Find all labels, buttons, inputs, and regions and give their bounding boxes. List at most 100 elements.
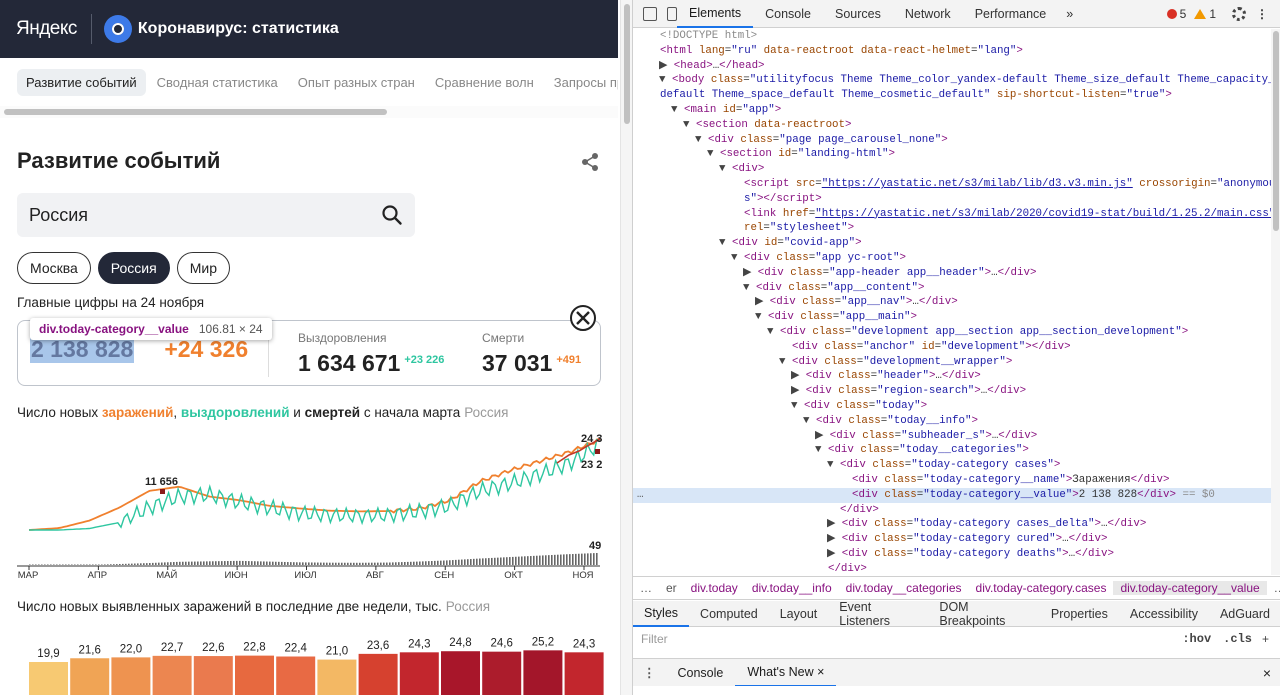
kebab-menu-icon[interactable]: ⋮ [1256, 6, 1268, 21]
dom-node-line[interactable]: ▼ <div class="development app__section a… [767, 325, 1189, 338]
dom-node-line[interactable]: ▶ <head>…</head> [659, 59, 765, 72]
dom-node-line[interactable]: default Theme_space_default Theme_cosmet… [659, 89, 1172, 102]
drawer-menu-icon[interactable]: ⋮ [643, 666, 656, 680]
dom-node-line[interactable]: </div> [839, 503, 879, 516]
styles-tab-properties[interactable]: Properties [1050, 606, 1108, 621]
dom-node-line[interactable]: ▶ <div class="today-category cases_delta… [827, 518, 1147, 531]
close-tab-icon[interactable]: × [817, 664, 825, 679]
elements-dom-tree[interactable]: <!DOCTYPE html> <html lang="ru" data-rea… [633, 29, 1280, 575]
dom-node-line[interactable]: ▶ <div class="region-search">…</div> [791, 385, 1027, 398]
device-toolbar-icon[interactable] [667, 6, 677, 21]
scrollbar-thumb[interactable] [1273, 31, 1279, 231]
devtools-tab-elements[interactable]: Elements [677, 0, 754, 28]
styles-tab-accessibility[interactable]: Accessibility [1129, 606, 1198, 621]
breadcrumb-item[interactable]: div.today-category__value [1113, 581, 1267, 595]
styles-tab-adguard[interactable]: AdGuard [1219, 606, 1270, 621]
region-world-button[interactable]: Мир [176, 252, 230, 284]
drawer-tab-console[interactable]: Console [677, 665, 724, 680]
styles-tab-styles[interactable]: Styles [633, 601, 690, 627]
settings-gear-icon[interactable] [1232, 6, 1246, 21]
dom-node-line[interactable]: ▼ <div class="app__main"> [755, 311, 918, 324]
class-toggle[interactable]: .cls [1223, 632, 1252, 646]
dom-node-line[interactable]: ▼ <div class="app__content"> [743, 281, 925, 294]
more-tabs-button[interactable]: » [1066, 6, 1074, 21]
dom-node-line[interactable]: ▼ <body class="utilityfocus Theme Theme_… [659, 74, 1275, 87]
dom-node-line[interactable]: ▼ <main id="app"> [671, 103, 782, 116]
deaths-bar [92, 564, 94, 565]
dom-node-line[interactable]: ▶ <div class="header">…</div> [791, 370, 981, 383]
drawer-close-icon[interactable]: × [1262, 664, 1271, 681]
styles-tab-layout[interactable]: Layout [779, 606, 818, 621]
dom-node-line[interactable]: ▶ <div class="app-header app__header">…<… [743, 266, 1037, 279]
share-icon[interactable] [580, 152, 600, 172]
search-input-value[interactable]: Россия [29, 204, 89, 225]
daily-cases-line-chart[interactable]: 11 656 24 3 23 2 49 МАР АПР МАЙ ИЮН ИЮЛ АВГ СЕН ОКТ… [17, 425, 607, 585]
dom-node-line[interactable]: … <div class="today-category__value">2 1… [633, 487, 1280, 503]
dom-node-line[interactable]: ▼ <section id="landing-html"> [707, 148, 895, 161]
scrollbar-thumb[interactable] [624, 4, 630, 124]
breadcrumb-item[interactable]: … [1267, 581, 1280, 595]
devtools-tab-performance[interactable]: Performance [974, 6, 1047, 21]
tab-development[interactable]: Развитие событий [17, 68, 146, 96]
breadcrumb-item[interactable]: div.today__info [751, 581, 832, 595]
dom-node-line[interactable]: <script src="https://yastatic.net/s3/mil… [743, 177, 1276, 190]
dom-node-line[interactable]: ▼ <div class="development__wrapper"> [779, 355, 1013, 368]
dom-node-line[interactable]: ▼ <section data-reactroot> [683, 118, 852, 131]
inspect-element-icon[interactable] [643, 6, 657, 21]
drawer-tab-whats-new[interactable]: What's New × [735, 659, 837, 687]
tab-summary[interactable]: Сводная статистика [156, 74, 278, 90]
dom-node-line[interactable]: ▶ <div class="today-category cured">…</d… [827, 533, 1108, 546]
devtools-tab-network[interactable]: Network [904, 6, 951, 21]
tab-waves[interactable]: Сравнение волн [434, 74, 534, 90]
breadcrumb-item[interactable]: div.today [690, 581, 738, 595]
region-search-input[interactable]: Россия [17, 193, 415, 237]
dom-node-line[interactable]: ▶ <div class="subheader_s">…</div> [815, 429, 1038, 442]
region-moscow-button[interactable]: Москва [17, 252, 91, 284]
styles-tab-dom-breakpoints[interactable]: DOM Breakpoints [939, 599, 1006, 628]
tab-countries[interactable]: Опыт разных стран [297, 74, 415, 90]
deaths-bar [47, 564, 49, 565]
node-menu-icon[interactable]: … [637, 488, 644, 501]
styles-tab-computed[interactable]: Computed [700, 606, 758, 621]
dom-node-line[interactable]: <link href="https://yastatic.net/s3/mila… [743, 207, 1276, 220]
dom-node-line[interactable]: ▼ <div> [719, 163, 765, 176]
dom-node-line[interactable]: ▼ <div class="page page_carousel_none"> [695, 133, 948, 146]
breadcrumb-item[interactable]: div.today-category.cases [975, 581, 1107, 595]
new-style-rule-button[interactable]: + [1261, 632, 1269, 646]
dom-node-line[interactable]: <!DOCTYPE html> [659, 30, 758, 42]
yandex-logo[interactable]: Яндекс [16, 18, 77, 39]
styles-tab-event-listeners[interactable]: Event Listeners [839, 599, 890, 628]
dom-node-line[interactable]: ▼ <div class="today__categories"> [815, 444, 1029, 457]
dom-node-line[interactable]: ▶ <div class="today-category deaths">…</… [827, 547, 1114, 560]
search-icon[interactable] [381, 204, 403, 226]
page-vertical-scrollbar[interactable] [620, 0, 632, 695]
dom-node-line[interactable]: <div class="anchor" id="development"></d… [791, 340, 1071, 353]
dom-node-line[interactable]: ▼ <div class="today"> [791, 399, 928, 412]
dom-node-line[interactable]: rel="stylesheet"> [743, 222, 855, 235]
dom-node-line[interactable]: ▼ <div class="today__info"> [803, 414, 978, 427]
dom-node-line[interactable]: ▼ <div class="today-category cases"> [827, 459, 1061, 472]
dom-node-line[interactable]: </div> [827, 562, 867, 575]
breadcrumb-item[interactable]: … [640, 581, 652, 595]
devtools-tab-console[interactable]: Console [765, 6, 811, 21]
tabs-horizontal-scrollbar[interactable] [0, 106, 618, 118]
dom-node-line[interactable]: ▼ <div class="app yc-root"> [731, 251, 906, 264]
region-russia-button[interactable]: Россия [97, 252, 170, 284]
dom-tree-scrollbar[interactable] [1271, 29, 1280, 575]
dom-node-line[interactable]: <html lang="ru" data-reactroot data-reac… [659, 44, 1023, 57]
devtools-tab-sources[interactable]: Sources [834, 6, 881, 21]
breadcrumb-item[interactable]: div.today__categories [845, 581, 962, 595]
hover-state-toggle[interactable]: :hov [1182, 632, 1212, 646]
dom-node-line[interactable]: <div class="today-category__name">Зараже… [851, 473, 1170, 486]
dom-node-line[interactable]: ▼ <div id="covid-app"> [719, 237, 862, 250]
breadcrumb-item[interactable]: er [666, 581, 677, 595]
tab-queries[interactable]: Запросы про об [553, 74, 618, 90]
two-weeks-bar-chart[interactable]: 19,9 21,6 22,0 22,7 22,6 22,8 22,4 21,0 23,6 24,3… [17, 620, 607, 695]
app-title[interactable]: Коронавирус: статистика [137, 20, 339, 37]
dom-node-line[interactable]: s"></script> [743, 192, 822, 205]
scrollbar-thumb[interactable] [4, 109, 387, 115]
dom-node-line[interactable]: ▶ <div class="app__nav">…</div> [755, 296, 958, 309]
styles-filter-input[interactable]: Filter [641, 632, 668, 646]
issues-counter[interactable]: 5 1 ⋮ [1166, 6, 1280, 21]
close-icon[interactable] [570, 305, 596, 331]
